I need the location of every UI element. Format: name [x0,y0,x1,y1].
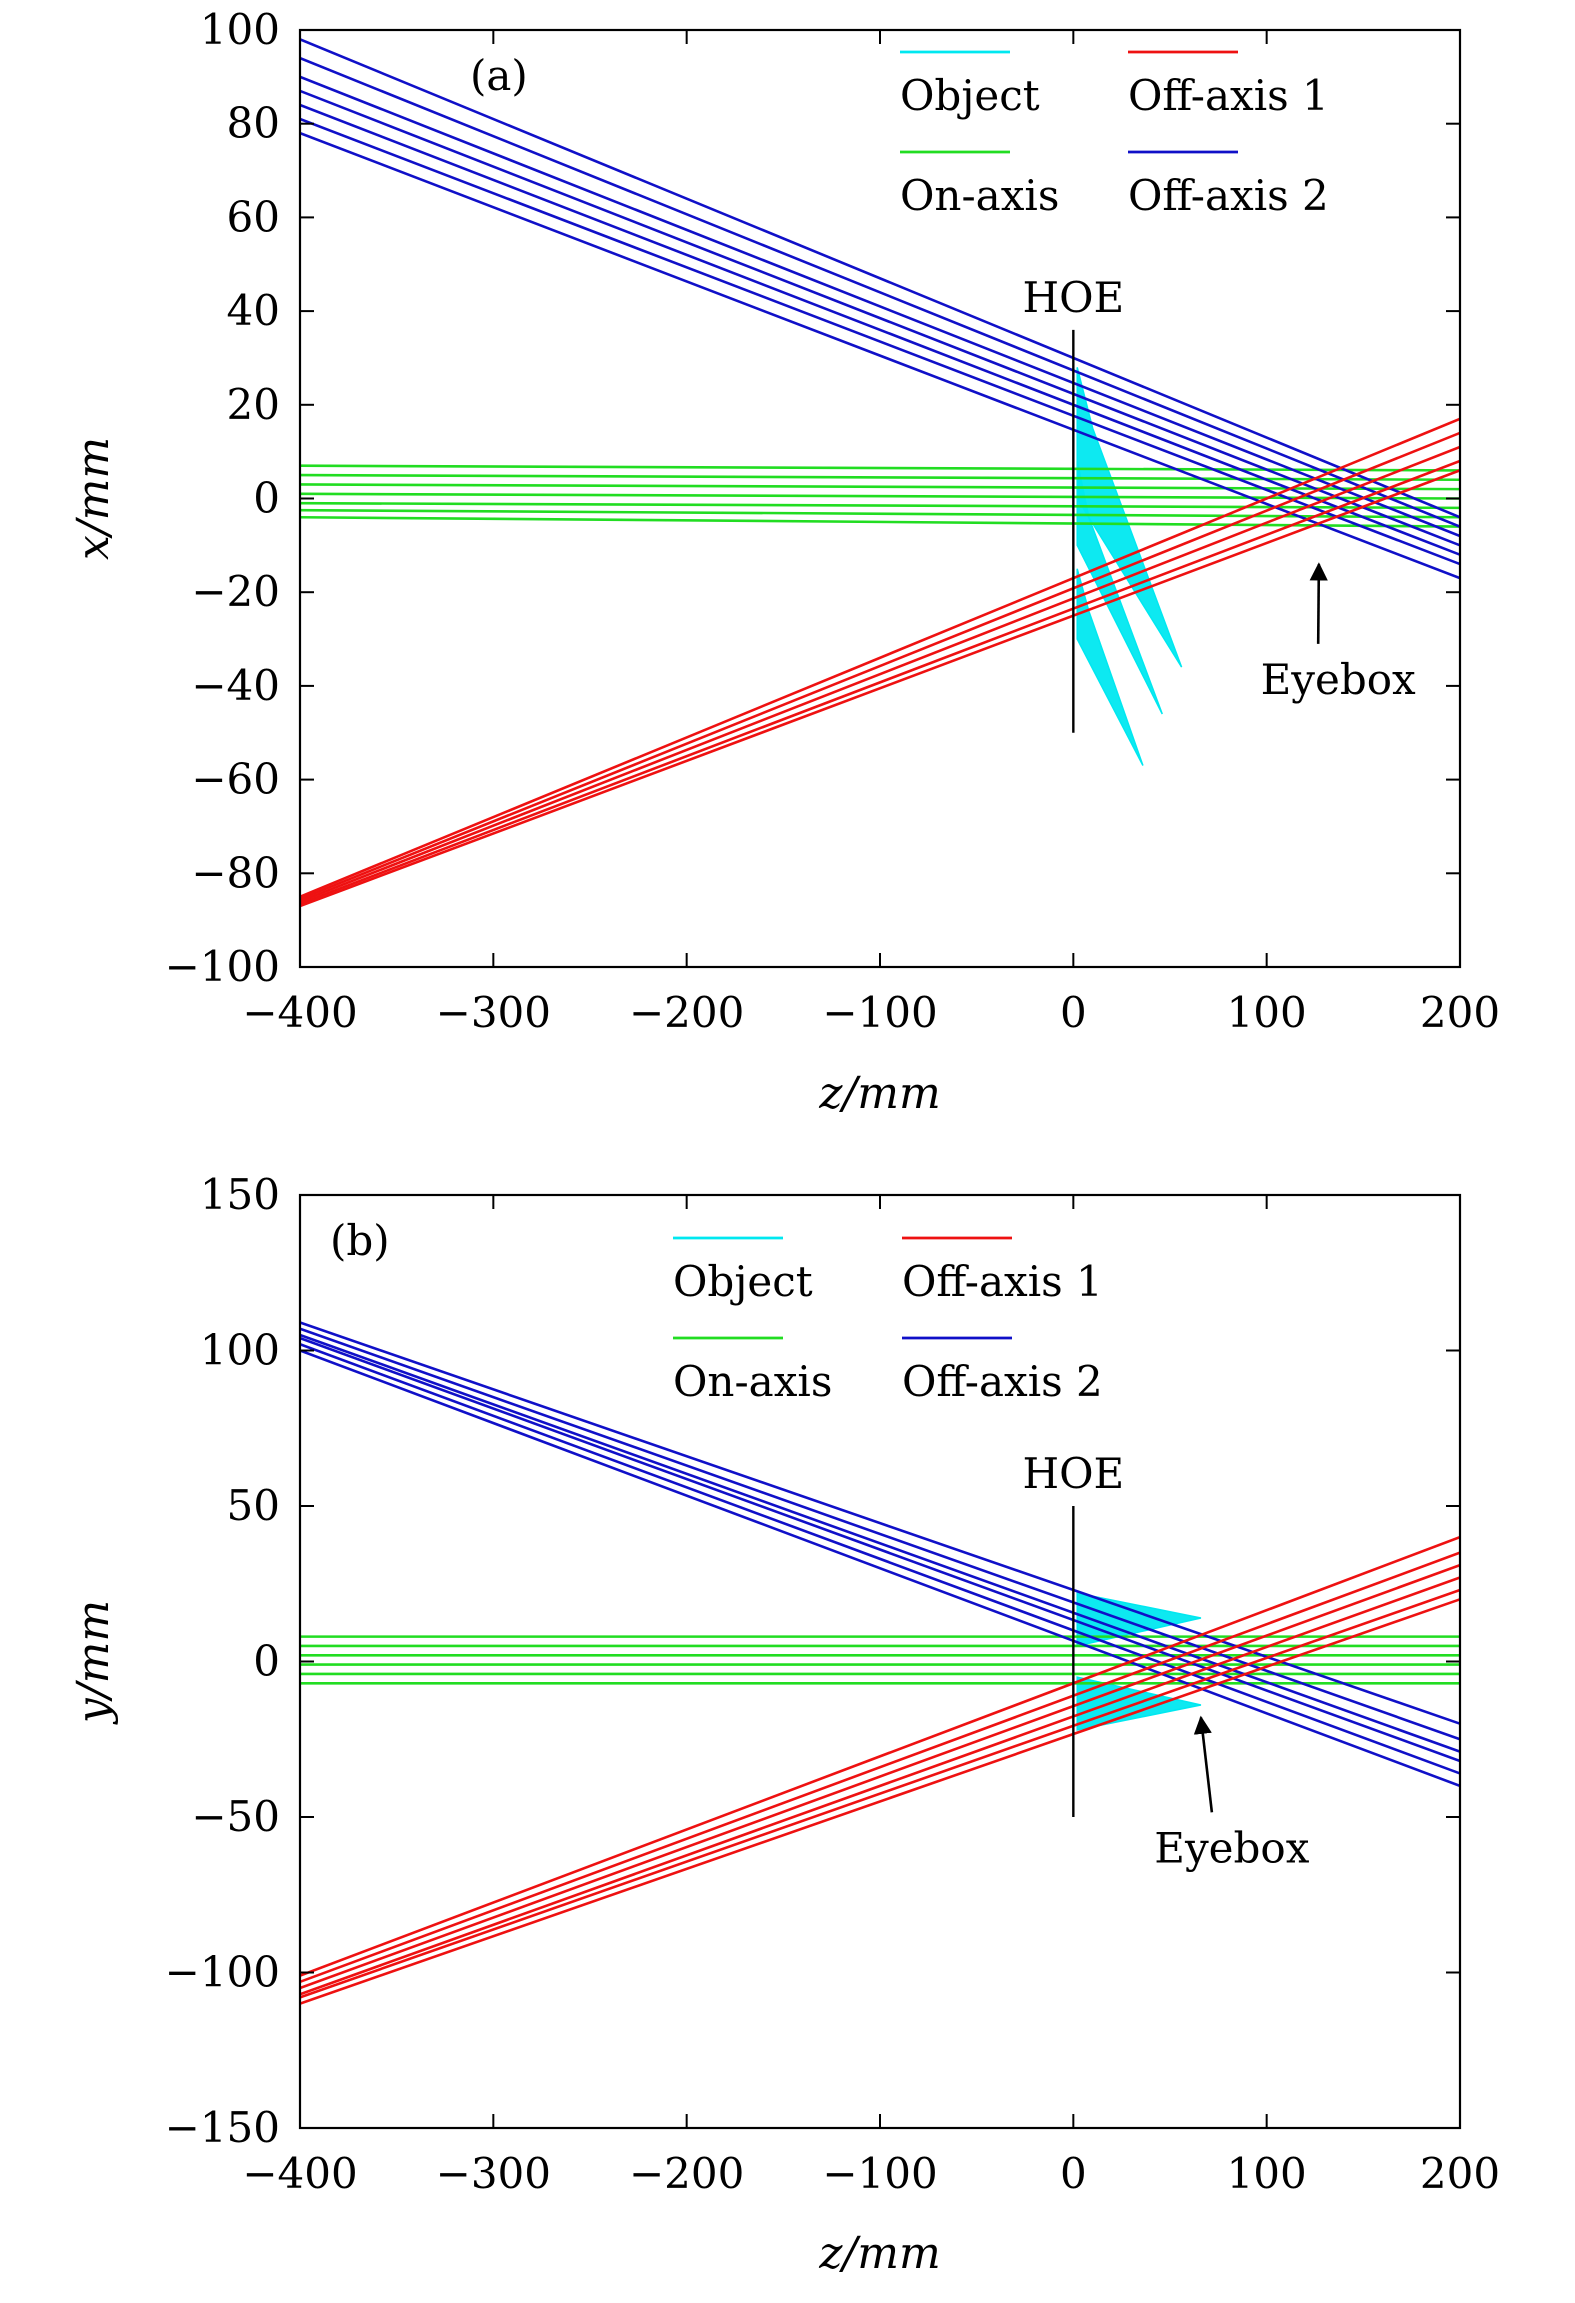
x-tick-label: −100 [822,2149,937,2198]
y-tick-label: 80 [227,99,280,148]
series-off-axis-1 [300,417,1460,908]
series-object [1076,367,1183,766]
y-tick-label: 60 [227,192,280,241]
ray-line [300,56,1460,528]
x-tick-label: 100 [1227,988,1307,1037]
plot-frame [298,1193,1462,2130]
legend: Object Off-axis 1 On-axis Off-axis 2 [900,50,1329,220]
ray-line [300,459,1460,905]
y-tick-label: 0 [253,1637,280,1686]
ray-line [300,508,1460,519]
x-tick-label: −300 [436,2149,551,2198]
y-tick-label: −50 [191,1792,280,1841]
eyebox-label: Eyebox [1261,655,1416,704]
eyebox-label: Eyebox [1154,1823,1309,1872]
y-tick-label: −150 [165,2103,280,2152]
x-tick-label: 0 [1060,2149,1087,2198]
y-tick-label: 20 [227,380,280,429]
hoe-label: HOE [1022,273,1124,322]
y-tick-label: 0 [253,474,280,523]
legend: Object Off-axis 1 On-axis Off-axis 2 [673,1236,1103,1406]
object-ray-fan [1076,568,1144,766]
ray-line [300,1343,1460,1775]
legend-entry: Object [900,71,1040,120]
legend-entry: Off-axis 1 [902,1257,1103,1306]
ray-line [300,38,1460,519]
x-tick-label: −100 [822,988,937,1037]
ray-line [300,1551,1460,1984]
ray-line [300,1598,1460,2005]
x-tick-label: −200 [629,2149,744,2198]
x-tick-label: −400 [242,988,357,1037]
ray-line [300,1535,1460,1977]
legend-entry: Off-axis 1 [1128,71,1329,120]
y-axis-label: x/mm [68,437,119,560]
legend-entry: Object [673,1257,813,1306]
series-off-axis-2 [300,1321,1460,1788]
series-off-axis-1 [300,1535,1460,2005]
ray-line [300,75,1460,538]
ray-line [300,431,1460,901]
x-tick-label: 200 [1420,988,1500,1037]
y-tick-label: −20 [191,567,280,616]
x-tick-label: 0 [1060,988,1087,1037]
y-tick-label: 40 [227,286,280,335]
y-tick-label: −60 [191,755,280,804]
legend-entry: On-axis [900,171,1059,220]
ray-line [300,1349,1460,1788]
x-axis-label: z/mm [818,1068,940,1119]
ray-line [300,501,1460,510]
ray-line [300,89,1460,547]
y-tick-label: −100 [165,1948,280,1997]
ray-line [300,469,1460,908]
y-tick-label: 150 [200,1170,280,1219]
ray-line [300,1336,1460,1763]
y-axis-label: y/mm [68,1600,119,1725]
ray-line [300,1588,1460,1999]
hoe-label: HOE [1022,1449,1124,1498]
y-tick-label: 100 [200,1326,280,1375]
x-tick-label: −400 [242,2149,357,2198]
panel-b: HOE Eyebox −400 −300 −200 −100 0 100 200 −150 −100… [68,1170,1500,2279]
ray-line [300,103,1460,556]
object-ray-fan [1076,460,1163,715]
legend-entry: Off-axis 2 [1128,171,1329,220]
y-tick-label: −40 [191,661,280,710]
ray-line [300,1333,1460,1753]
ray-line [300,131,1460,580]
ray-line [300,483,1460,491]
eyebox-arrow [1193,1715,1214,1813]
ray-line [300,117,1460,566]
legend-entry: Off-axis 2 [902,1357,1103,1406]
panel-label: (a) [470,51,528,100]
y-tick-label: −100 [165,942,280,991]
ray-line [300,515,1460,528]
object-ray-fan [1076,367,1183,668]
ray-line [300,1327,1460,1741]
ray-line [300,417,1460,898]
x-tick-label: −300 [436,988,551,1037]
y-tick-label: 100 [200,5,280,54]
ray-line [300,1576,1460,1996]
plot-area [300,38,1460,908]
y-tick-label: −80 [191,848,280,897]
x-tick-label: 100 [1227,2149,1307,2198]
x-tick-label: 200 [1420,2149,1500,2198]
plot-area [300,1321,1460,2005]
x-axis-label: z/mm [818,2228,940,2279]
y-tick-label: 50 [227,1481,280,1530]
x-tick-label: −200 [629,988,744,1037]
legend-entry: On-axis [673,1357,832,1406]
series-off-axis-2 [300,38,1460,580]
ray-line [300,445,1460,903]
ray-line [300,1563,1460,1990]
panel-label: (b) [330,1216,390,1265]
eyebox-arrow [1309,562,1328,644]
